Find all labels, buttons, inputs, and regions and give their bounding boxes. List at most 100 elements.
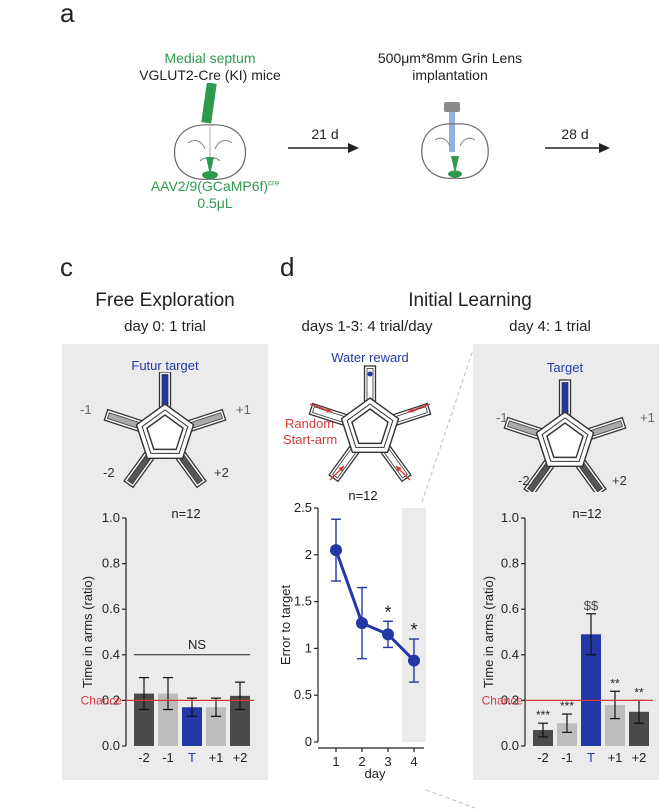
panel-d-subtitle-left: days 1-3: 4 trial/day <box>301 318 433 335</box>
maze-inner-ring <box>546 422 584 459</box>
panel-c-title: Free Exploration <box>95 290 235 311</box>
maze-d-arm-label-minus2: -2 <box>518 473 530 488</box>
x-tick-label: +2 <box>233 750 248 765</box>
bar <box>581 634 601 746</box>
significance-label: *** <box>536 708 550 722</box>
bar <box>134 693 154 746</box>
ns-label: NS <box>188 637 206 652</box>
maze-arm <box>363 365 377 403</box>
panel-letter-d: d <box>280 252 295 282</box>
x-tick-label: T <box>587 750 595 765</box>
y-tick-label: 2.5 <box>294 500 312 515</box>
y-tick-label: 0.0 <box>102 738 120 753</box>
maze-d-arm-label-minus1: -1 <box>496 410 508 425</box>
implant-label-line2: implantation <box>412 67 488 83</box>
n-label: n=12 <box>572 506 601 521</box>
chart-free-exploration: n=12 0.0 0.2 0.4 0.6 0.8 1.0 Time in arms (rati… <box>80 506 254 765</box>
maze-arm <box>308 402 348 427</box>
significance-label: ** <box>634 685 644 699</box>
maze-arm-fill <box>161 374 169 406</box>
panel-d-title: Initial Learning <box>408 290 532 311</box>
panel-d-subtitle-right: day 4: 1 trial <box>509 318 591 335</box>
maze-arm-fill <box>561 382 569 414</box>
bar <box>230 695 250 746</box>
y-tick-label: 1 <box>305 640 312 655</box>
virus-superscript: cre <box>268 178 280 188</box>
random-label-line2: Start-arm <box>283 432 338 447</box>
maze-arm <box>587 416 627 441</box>
data-point <box>356 617 368 630</box>
water-drop-icon <box>367 371 373 377</box>
maze-arm <box>558 379 572 417</box>
maze-d-right-diagram <box>503 379 627 492</box>
start-arrow-icon <box>338 466 344 472</box>
maze-inner-ring <box>351 408 389 445</box>
significance-label: * <box>384 602 391 622</box>
water-reward-label: Water reward <box>331 350 409 365</box>
panel-letter-c: c <box>60 252 73 282</box>
y-tick-label: 0.6 <box>501 601 519 616</box>
maze-d-arm-label-plus2: +2 <box>612 473 627 488</box>
bar <box>557 723 577 746</box>
target-label: Target <box>546 360 584 375</box>
brain-injection-diagram <box>173 83 247 180</box>
maze-arm <box>503 416 543 441</box>
maze-arm <box>103 408 143 433</box>
brain-lens-diagram <box>421 102 489 179</box>
data-point <box>382 628 394 641</box>
x-tick-label: T <box>188 750 196 765</box>
maze-d-arm-label-plus1: +1 <box>640 410 655 425</box>
x-tick-label: +1 <box>209 750 224 765</box>
panel-c-subtitle: day 0: 1 trial <box>124 318 206 335</box>
maze-c-arm-label-plus1: +1 <box>236 402 251 417</box>
y-tick-label: 0.8 <box>501 556 519 571</box>
y-tick-label: 0.6 <box>102 601 120 616</box>
maze-arm <box>158 372 172 409</box>
data-point <box>408 654 420 667</box>
y-tick-label: 1.0 <box>102 510 120 525</box>
implant-label-line1: 500μm*8mm Grin Lens <box>377 50 523 66</box>
significance-label: $$ <box>584 598 599 613</box>
chance-label: Chance <box>482 693 524 707</box>
start-arrow-icon <box>326 407 332 413</box>
maze-c-arm-label-minus1: -1 <box>80 402 92 417</box>
x-tick-label: +1 <box>608 750 623 765</box>
maze-c-arm-label-plus2: +2 <box>214 465 229 480</box>
maze-mid-ring <box>346 403 394 448</box>
x-tick-label: 1 <box>332 754 339 769</box>
y-axis-label: Error to target <box>278 585 293 666</box>
maze-d-left-diagram <box>308 365 432 483</box>
maze-c-diagram <box>103 372 227 489</box>
bar <box>533 730 553 746</box>
y-tick-label: 0.8 <box>102 556 120 571</box>
virus-label: AAV2/9(GCaMP6f)cre <box>110 178 320 194</box>
chart-error-to-target: n=12 0 0.5 1 1.5 2 2.5 Error to target 1 2 3 4 day * * <box>278 490 426 781</box>
maze-inner-ring <box>146 414 184 451</box>
arrow-right-icon <box>545 143 610 153</box>
significance-label: * <box>410 620 417 640</box>
n-label: n=12 <box>171 506 200 521</box>
y-tick-label: 1.5 <box>294 594 312 609</box>
x-tick-label: 3 <box>384 754 391 769</box>
y-axis-label: Time in arms (ratio) <box>80 576 95 688</box>
zoom-lines <box>421 343 476 809</box>
bar <box>629 711 649 746</box>
panel-letter-a: a <box>60 0 75 28</box>
y-tick-label: 2 <box>305 547 312 562</box>
x-tick-label: 4 <box>410 754 417 769</box>
volume-label: 0.5μL <box>197 195 233 211</box>
x-axis-label: day <box>365 766 386 781</box>
x-tick-label: -1 <box>162 750 174 765</box>
chart-day4-probe: n=12 0.0 0.2 0.4 0.6 0.8 1.0 Time in arms (rati… <box>481 506 653 765</box>
mouse-line-label: VGLUT2-Cre (KI) mice <box>139 67 281 83</box>
start-arrow-icon <box>408 407 414 413</box>
maze-arm <box>123 450 156 489</box>
x-tick-label: +2 <box>632 750 647 765</box>
y-tick-label: 0 <box>305 734 312 749</box>
significance-label: ** <box>610 676 620 690</box>
interval-28d-label: 28 d <box>561 126 589 142</box>
random-label-line1: Random <box>285 416 335 431</box>
y-tick-label: 0.2 <box>102 692 120 707</box>
y-tick-label: 0.0 <box>501 738 519 753</box>
day4-highlight <box>402 508 426 742</box>
